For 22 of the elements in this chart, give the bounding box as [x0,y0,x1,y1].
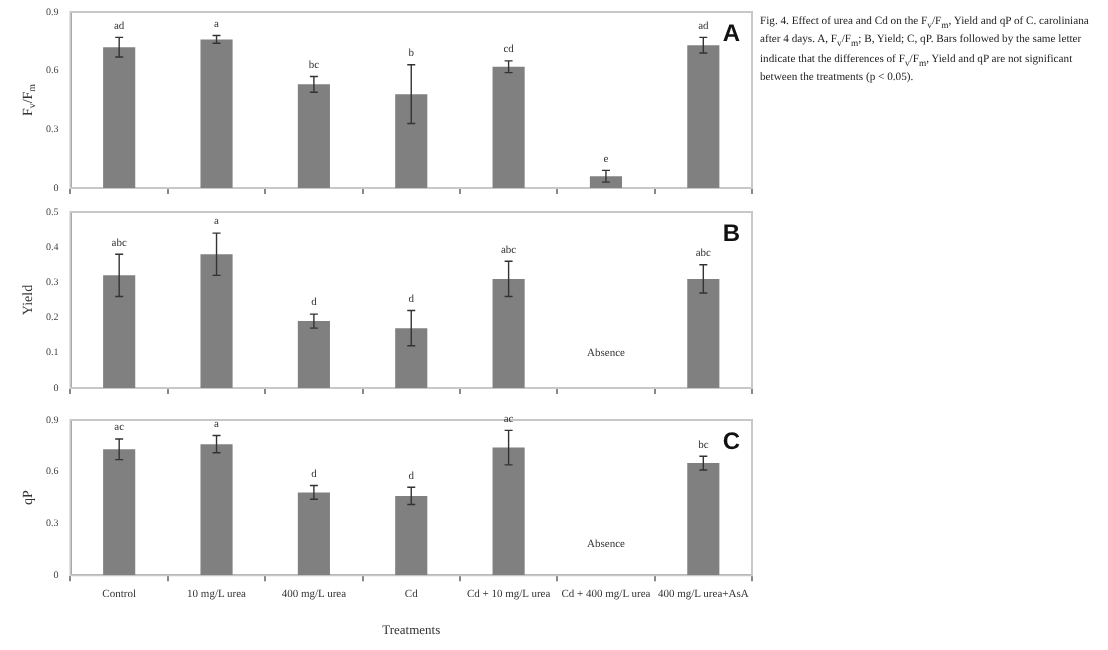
bar [687,278,720,388]
bar [103,275,136,388]
bar [395,495,428,576]
bar [589,176,623,188]
bar [103,47,136,188]
bar [492,66,525,188]
bar [200,444,233,576]
chart-title: C [722,426,741,455]
bar [395,328,428,388]
bar [297,492,330,576]
bar [687,45,720,188]
chart-title: A [722,18,741,47]
bar [297,84,330,188]
bar [103,449,136,576]
bar [200,39,233,188]
bar [395,94,428,188]
bar [687,463,720,576]
bar [492,447,525,576]
bar [200,254,233,388]
bar [492,278,525,388]
chart-title: B [722,218,741,247]
bar [297,321,330,388]
